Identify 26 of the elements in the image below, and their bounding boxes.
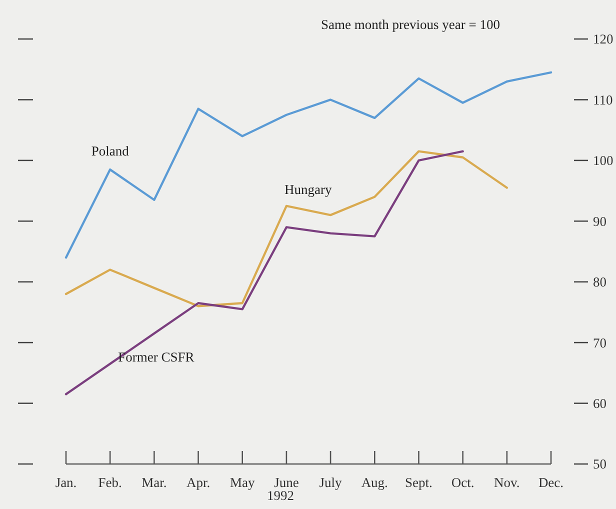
- x-tick-label: June: [274, 475, 299, 490]
- x-tick-label: July: [319, 475, 342, 490]
- x-tick-label: Aug.: [361, 475, 388, 490]
- x-tick-label: Sept.: [405, 475, 432, 490]
- line-series: [64, 71, 552, 259]
- x-tick-label: Mar.: [142, 475, 167, 490]
- series-label: Former CSFR: [118, 349, 194, 364]
- y-tick-label: 60: [593, 396, 607, 412]
- x-tick-label: Feb.: [98, 475, 122, 490]
- y-tick-label: 50: [593, 456, 607, 472]
- y-tick-label: 100: [593, 153, 614, 168]
- y-axis-title: Same month previous year = 100: [321, 17, 500, 32]
- x-tick-label: Dec.: [538, 475, 564, 490]
- y-tick-label: 80: [593, 274, 607, 290]
- y-tick-label: 70: [593, 335, 607, 350]
- y-tick-label: 90: [593, 214, 607, 229]
- x-tick-label: Jan.: [55, 475, 77, 490]
- x-tick-label: Nov.: [494, 475, 520, 490]
- x-tick-label: Apr.: [186, 475, 210, 490]
- y-tick-label: 120: [593, 32, 614, 47]
- series-label: Hungary: [284, 182, 332, 197]
- series-label: Poland: [91, 144, 130, 159]
- x-axis-title: 1992: [267, 488, 294, 503]
- x-tick-label: Oct.: [451, 475, 474, 490]
- x-tick-label: May: [230, 475, 255, 490]
- y-tick-label: 110: [593, 92, 613, 108]
